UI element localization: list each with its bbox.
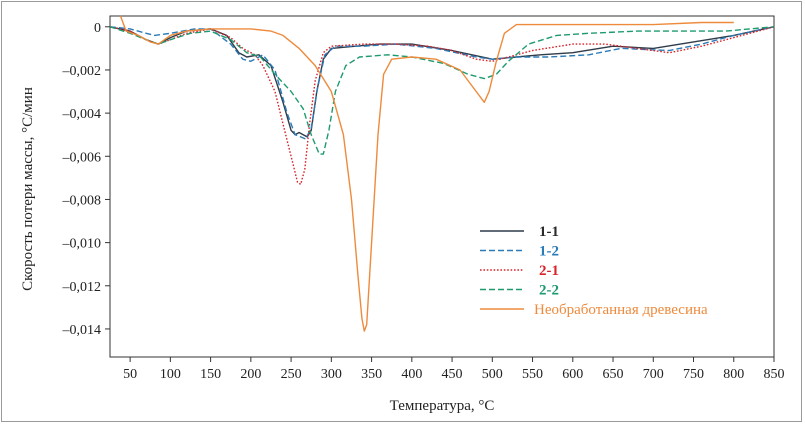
series-line-3 bbox=[109, 26, 775, 185]
y-tick-label: –0,002 bbox=[62, 64, 102, 79]
series-lines bbox=[109, 15, 775, 332]
series-line-4 bbox=[109, 26, 775, 155]
plot-area-border bbox=[109, 15, 775, 358]
x-tick-label: 300 bbox=[321, 367, 342, 382]
y-tick-label: –0,004 bbox=[62, 107, 102, 122]
series-line-5 bbox=[119, 15, 734, 332]
series-line-2 bbox=[109, 26, 775, 140]
x-tick-label: 350 bbox=[361, 367, 382, 382]
x-tick-label: 100 bbox=[160, 367, 181, 382]
x-tick-label: 650 bbox=[603, 367, 624, 382]
y-tick-label: –0,008 bbox=[62, 193, 102, 208]
x-tick-label: 450 bbox=[442, 367, 463, 382]
y-axis-ticks: 0 –0,002 –0,004 –0,006 –0,008 –0,010 –0,012 –0,… bbox=[62, 21, 110, 338]
y-tick-label: 0 bbox=[94, 21, 101, 36]
x-tick-label: 750 bbox=[683, 367, 704, 382]
x-tick-label: 250 bbox=[281, 367, 302, 382]
x-tick-label: 500 bbox=[482, 367, 503, 382]
y-tick-label: –0,012 bbox=[62, 280, 102, 295]
x-tick-label: 800 bbox=[723, 367, 744, 382]
x-tick-label: 50 bbox=[123, 367, 137, 382]
y-tick-label: –0,006 bbox=[62, 150, 102, 165]
legend: 1-1 1-2 2-1 2-2 Необработанная древесина bbox=[480, 224, 708, 318]
x-tick-label: 700 bbox=[643, 367, 664, 382]
x-tick-label: 200 bbox=[240, 367, 261, 382]
x-tick-label: 550 bbox=[522, 367, 543, 382]
legend-label-1: 1-1 bbox=[539, 224, 559, 240]
x-tick-label: 150 bbox=[200, 367, 221, 382]
y-tick-label: –0,010 bbox=[62, 237, 102, 252]
legend-label-5: Необработанная древесина bbox=[534, 302, 708, 318]
y-tick-label: –0,014 bbox=[62, 323, 102, 338]
x-axis-ticks: 50 100 150 200 250 300 350 400 450 500 550 600 650 70… bbox=[123, 357, 785, 382]
legend-label-2: 1-2 bbox=[539, 244, 559, 260]
x-tick-label: 400 bbox=[401, 367, 422, 382]
series-line-1 bbox=[109, 26, 775, 138]
y-axis-label: Скорость потери массы, °С/мин bbox=[20, 87, 36, 291]
x-tick-label: 600 bbox=[562, 367, 583, 382]
legend-label-3: 2-1 bbox=[539, 263, 559, 279]
x-axis-label: Температура, °С bbox=[390, 398, 495, 414]
x-tick-label: 850 bbox=[764, 367, 785, 382]
legend-label-4: 2-2 bbox=[539, 283, 559, 299]
